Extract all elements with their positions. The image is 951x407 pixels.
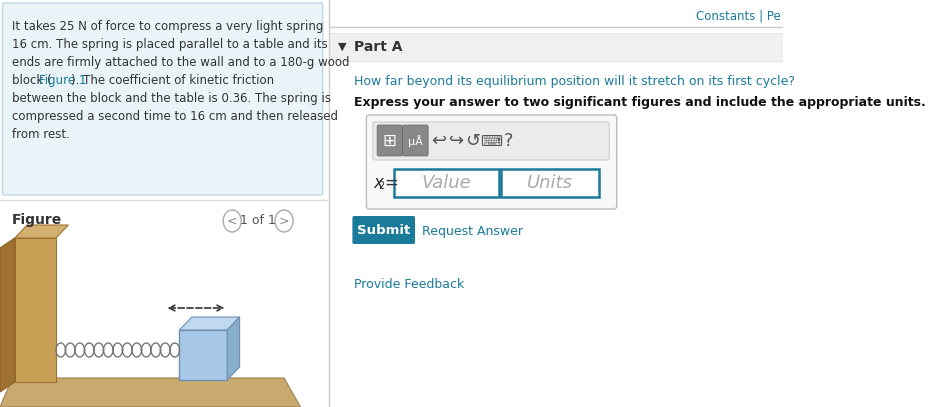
Text: <: <: [227, 214, 238, 228]
FancyBboxPatch shape: [180, 330, 227, 380]
FancyBboxPatch shape: [353, 216, 415, 244]
Text: Value: Value: [421, 174, 471, 192]
FancyBboxPatch shape: [501, 169, 598, 197]
Polygon shape: [0, 238, 15, 392]
FancyBboxPatch shape: [366, 115, 616, 209]
Text: Part A: Part A: [354, 40, 402, 54]
Text: How far beyond its equilibrium position will it stretch on its first cycle?: How far beyond its equilibrium position …: [354, 75, 795, 88]
Text: ⊞: ⊞: [383, 132, 397, 150]
Text: Constants | Pe: Constants | Pe: [696, 10, 781, 23]
Text: Figure 1: Figure 1: [39, 74, 87, 87]
Text: compressed a second time to 16 cm and then released: compressed a second time to 16 cm and th…: [11, 110, 338, 123]
FancyBboxPatch shape: [329, 33, 783, 61]
FancyBboxPatch shape: [378, 125, 402, 156]
Text: Express your answer to two significant figures and include the appropriate units: Express your answer to two significant f…: [354, 96, 926, 109]
Text: Request Answer: Request Answer: [421, 225, 522, 238]
Text: It takes 25 N of force to compress a very light spring: It takes 25 N of force to compress a ver…: [11, 20, 323, 33]
FancyBboxPatch shape: [373, 122, 610, 160]
Text: 16 cm. The spring is placed parallel to a table and its: 16 cm. The spring is placed parallel to …: [11, 38, 327, 51]
Polygon shape: [227, 317, 240, 380]
Text: ⌨: ⌨: [479, 133, 502, 149]
Text: between the block and the table is 0.36. The spring is: between the block and the table is 0.36.…: [11, 92, 331, 105]
Text: ▼: ▼: [339, 42, 347, 52]
Polygon shape: [15, 238, 56, 382]
Text: ↺: ↺: [465, 132, 480, 150]
Polygon shape: [180, 317, 240, 330]
Text: Provide Feedback: Provide Feedback: [354, 278, 464, 291]
Polygon shape: [15, 225, 68, 238]
Text: Units: Units: [527, 174, 573, 192]
Text: 2: 2: [378, 181, 384, 191]
Text: =: =: [384, 174, 398, 192]
Text: Figure: Figure: [11, 213, 62, 227]
Text: >: >: [279, 214, 289, 228]
Text: Submit: Submit: [357, 225, 410, 238]
Text: block (: block (: [11, 74, 51, 87]
Text: x: x: [373, 174, 383, 192]
Text: ?: ?: [503, 132, 513, 150]
Text: ends are firmly attached to the wall and to a 180-g wood: ends are firmly attached to the wall and…: [11, 56, 349, 69]
FancyBboxPatch shape: [402, 125, 428, 156]
Text: ). The coefficient of kinetic friction: ). The coefficient of kinetic friction: [71, 74, 274, 87]
Text: ↩: ↩: [432, 132, 446, 150]
Text: μÅ: μÅ: [408, 135, 423, 147]
Polygon shape: [0, 378, 301, 407]
Text: 1 of 1: 1 of 1: [240, 214, 276, 228]
Text: ↪: ↪: [449, 132, 464, 150]
FancyBboxPatch shape: [3, 3, 322, 195]
FancyBboxPatch shape: [394, 169, 499, 197]
Text: from rest.: from rest.: [11, 128, 69, 141]
